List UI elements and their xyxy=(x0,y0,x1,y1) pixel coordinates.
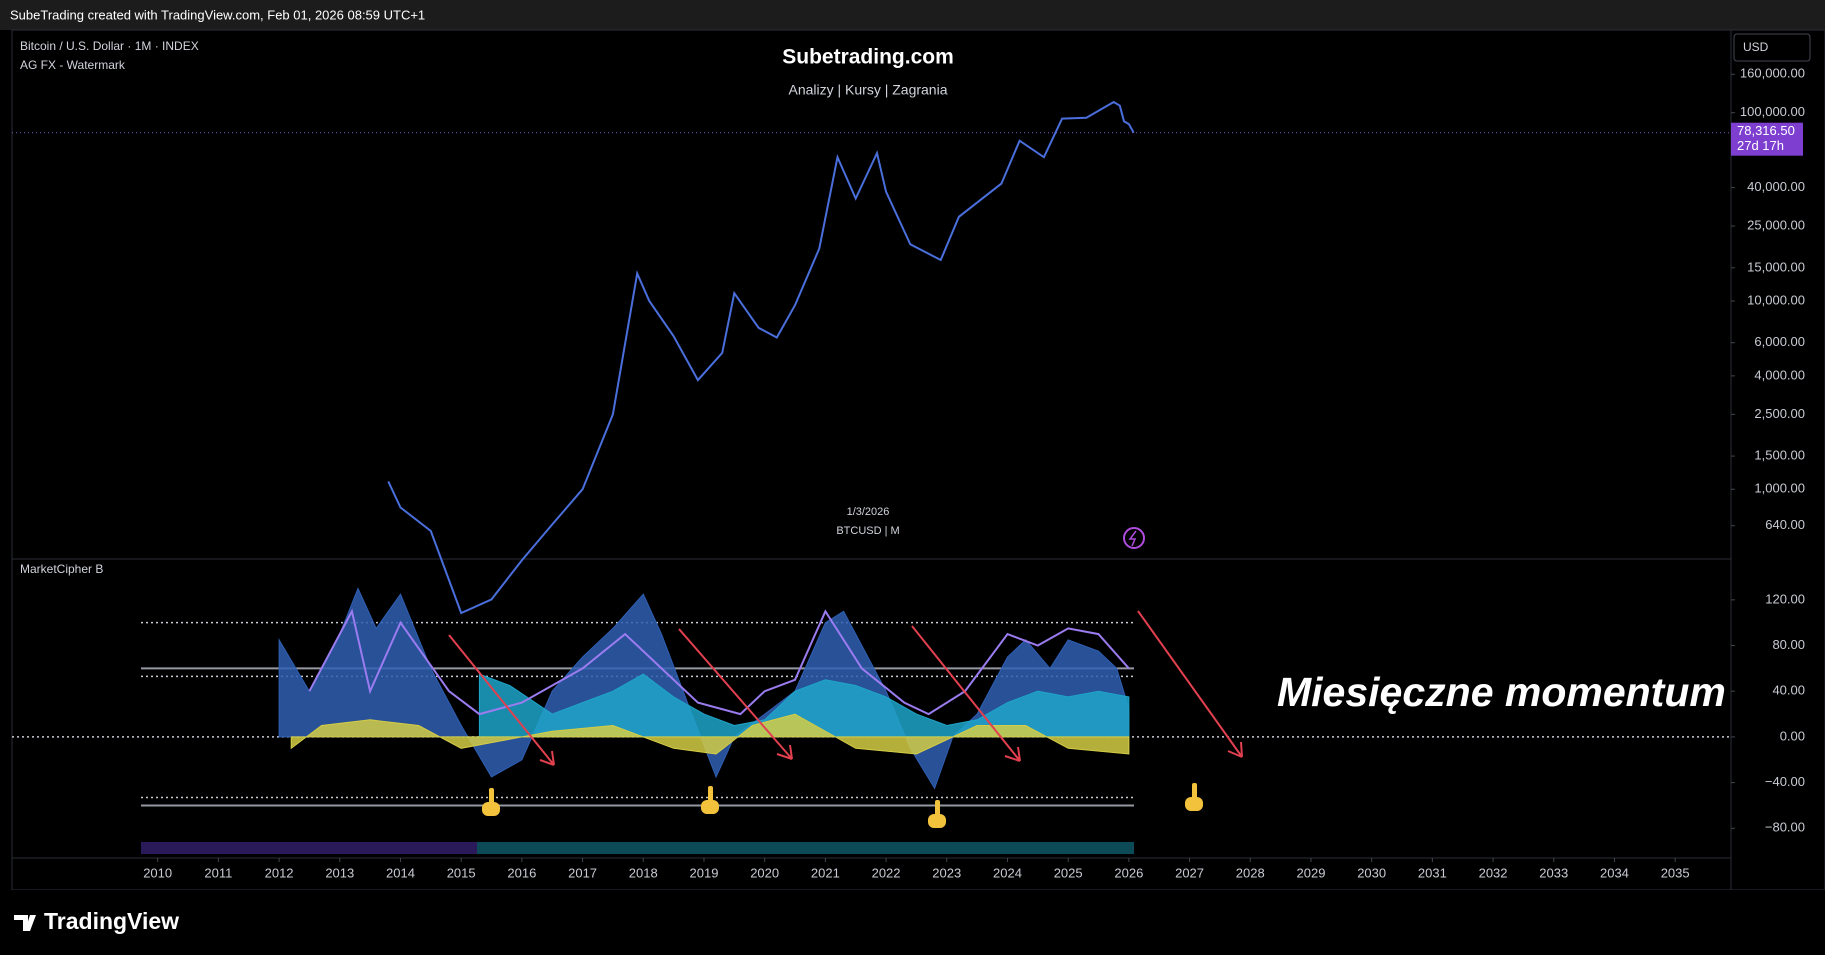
annotation-arrows xyxy=(448,610,1243,766)
x-tick-label: 2025 xyxy=(1054,865,1083,880)
x-tick-label: 2034 xyxy=(1600,865,1629,880)
plot-layer: Miesięczne momentum xyxy=(12,100,1731,807)
logo-icon xyxy=(14,915,36,931)
x-tick-label: 2024 xyxy=(993,865,1022,880)
x-tick-label: 2011 xyxy=(204,865,232,880)
x-tick-label: 2021 xyxy=(811,865,840,880)
x-tick-label: 2018 xyxy=(629,865,658,880)
hand-icon xyxy=(1185,783,1203,811)
progress-bar-current xyxy=(477,842,1134,854)
watermark-symbol: BTCUSD | M xyxy=(836,525,899,537)
x-tick-label: 2022 xyxy=(872,865,901,880)
x-tick-label: 2029 xyxy=(1297,865,1326,880)
last-price-box xyxy=(1731,122,1803,156)
brand[interactable]: TradingView xyxy=(44,908,179,934)
y-tick-label: 640.00 xyxy=(1765,517,1805,532)
signal-line xyxy=(308,608,1130,716)
y-tick-label: 0.00 xyxy=(1780,728,1805,743)
y-tick-label: 2,500.00 xyxy=(1754,406,1805,421)
x-tick-label: 2031 xyxy=(1418,865,1447,880)
y-tick-label: 1,500.00 xyxy=(1754,448,1805,463)
x-tick-label: 2023 xyxy=(932,865,961,880)
progress-bar-past xyxy=(141,842,477,854)
header-text: SubeTrading created with TradingView.com… xyxy=(10,7,425,22)
oscillator-area xyxy=(290,713,1130,755)
oscillator-area xyxy=(478,673,1130,738)
indicator-title: MarketCipher B xyxy=(20,562,103,576)
bottom-bar xyxy=(0,890,1825,955)
x-tick-label: 2013 xyxy=(325,865,354,880)
alert-icon[interactable] xyxy=(1123,527,1145,549)
y-tick-label: 25,000.00 xyxy=(1747,217,1805,232)
y-tick-label: 160,000.00 xyxy=(1740,66,1805,81)
x-tick-label: 2033 xyxy=(1539,865,1568,880)
y-tick-label: 40.00 xyxy=(1772,683,1805,698)
x-tick-label: 2026 xyxy=(1114,865,1143,880)
countdown-label: 27d 17h xyxy=(1737,138,1784,153)
arrow xyxy=(678,628,793,760)
currency-button[interactable] xyxy=(1733,33,1811,62)
x-tick-label: 2019 xyxy=(690,865,719,880)
currency-label[interactable]: USD xyxy=(1743,40,1769,54)
symbol-legend: Bitcoin / U.S. Dollar · 1M · INDEX xyxy=(20,39,199,53)
hand-icons xyxy=(482,783,1203,828)
y-tick-label: 15,000.00 xyxy=(1747,259,1805,274)
hand-icon xyxy=(701,786,719,814)
y-tick-label: −40.00 xyxy=(1765,774,1805,789)
y-tick-label: 120.00 xyxy=(1765,591,1805,606)
arrow xyxy=(448,634,555,766)
arrow xyxy=(1137,610,1243,758)
x-tick-label: 2032 xyxy=(1479,865,1508,880)
y-tick-label: 1,000.00 xyxy=(1754,481,1805,496)
hand-icon xyxy=(928,800,946,828)
x-tick-label: 2030 xyxy=(1357,865,1386,880)
watermark-subtitle: Analizy | Kursy | Zagrania xyxy=(788,82,947,98)
y-tick-label: 6,000.00 xyxy=(1754,334,1805,349)
x-tick-label: 2016 xyxy=(507,865,536,880)
alert-bolt xyxy=(1128,530,1137,547)
y-tick-label: 100,000.00 xyxy=(1740,104,1805,119)
x-tick-label: 2028 xyxy=(1236,865,1265,880)
x-tick-label: 2035 xyxy=(1661,865,1690,880)
top-bar xyxy=(0,0,1825,30)
annotation: Miesięczne momentum xyxy=(1277,669,1726,715)
watermark-title: Subetrading.com xyxy=(782,46,954,69)
x-tick-label: 2010 xyxy=(143,865,172,880)
x-tick-label: 2027 xyxy=(1175,865,1204,880)
y-tick-label: −80.00 xyxy=(1765,820,1805,835)
arrow xyxy=(911,625,1021,762)
y-tick-label: 10,000.00 xyxy=(1747,292,1805,307)
hand-icon xyxy=(482,788,500,816)
y-tick-label: 4,000.00 xyxy=(1754,367,1805,382)
x-tick-label: 2017 xyxy=(568,865,597,880)
y-tick-label: 40,000.00 xyxy=(1747,179,1805,194)
y-tick-label: 80.00 xyxy=(1772,637,1805,652)
price-line xyxy=(387,100,1135,615)
indicator-legend: AG FX - Watermark xyxy=(20,58,126,72)
x-tick-label: 2014 xyxy=(386,865,415,880)
x-tick-label: 2012 xyxy=(265,865,294,880)
x-tick-label: 2015 xyxy=(447,865,476,880)
watermark-date: 1/3/2026 xyxy=(847,506,890,518)
x-tick-label: 2020 xyxy=(750,865,779,880)
last-price-label: 78,316.50 xyxy=(1737,123,1795,138)
